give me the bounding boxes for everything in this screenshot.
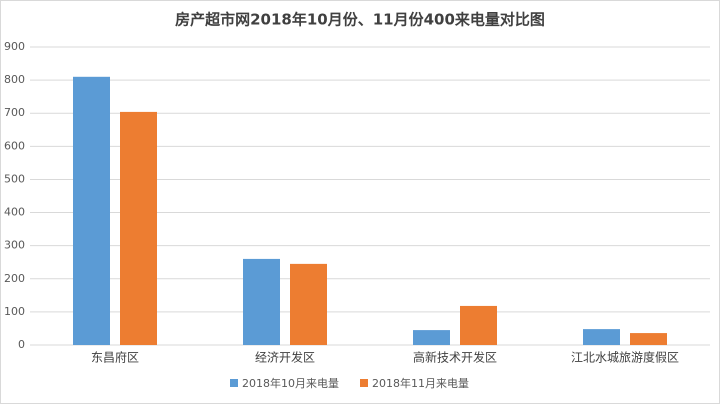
bar — [583, 329, 620, 345]
y-tick-label: 800 — [4, 73, 25, 86]
legend-label: 2018年10月来电量 — [242, 376, 339, 390]
y-tick-label: 100 — [4, 305, 25, 318]
y-tick-label: 300 — [4, 239, 25, 252]
y-tick-label: 900 — [4, 40, 25, 53]
bar — [243, 258, 280, 345]
x-tick-label: 江北水城旅游度假区 — [571, 350, 679, 365]
x-tick-label: 东昌府区 — [91, 350, 139, 365]
bar — [290, 263, 327, 345]
legend-label: 2018年11月来电量 — [372, 376, 469, 390]
bar — [460, 305, 497, 345]
y-tick-label: 600 — [4, 139, 25, 152]
bar — [413, 330, 450, 345]
y-tick-label: 400 — [4, 206, 25, 219]
y-tick-label: 700 — [4, 106, 25, 119]
legend-swatch — [360, 379, 368, 387]
bar — [630, 333, 667, 345]
x-tick-label: 高新技术开发区 — [413, 350, 497, 365]
y-tick-label: 200 — [4, 272, 25, 285]
legend-swatch — [230, 379, 238, 387]
bar — [73, 76, 110, 346]
y-tick-label: 500 — [4, 172, 25, 185]
x-tick-label: 经济开发区 — [255, 350, 315, 365]
bar — [120, 111, 157, 345]
y-tick-label: 0 — [18, 338, 25, 351]
chart-title: 房产超市网2018年10月份、11月份400来电量对比图 — [175, 11, 545, 29]
